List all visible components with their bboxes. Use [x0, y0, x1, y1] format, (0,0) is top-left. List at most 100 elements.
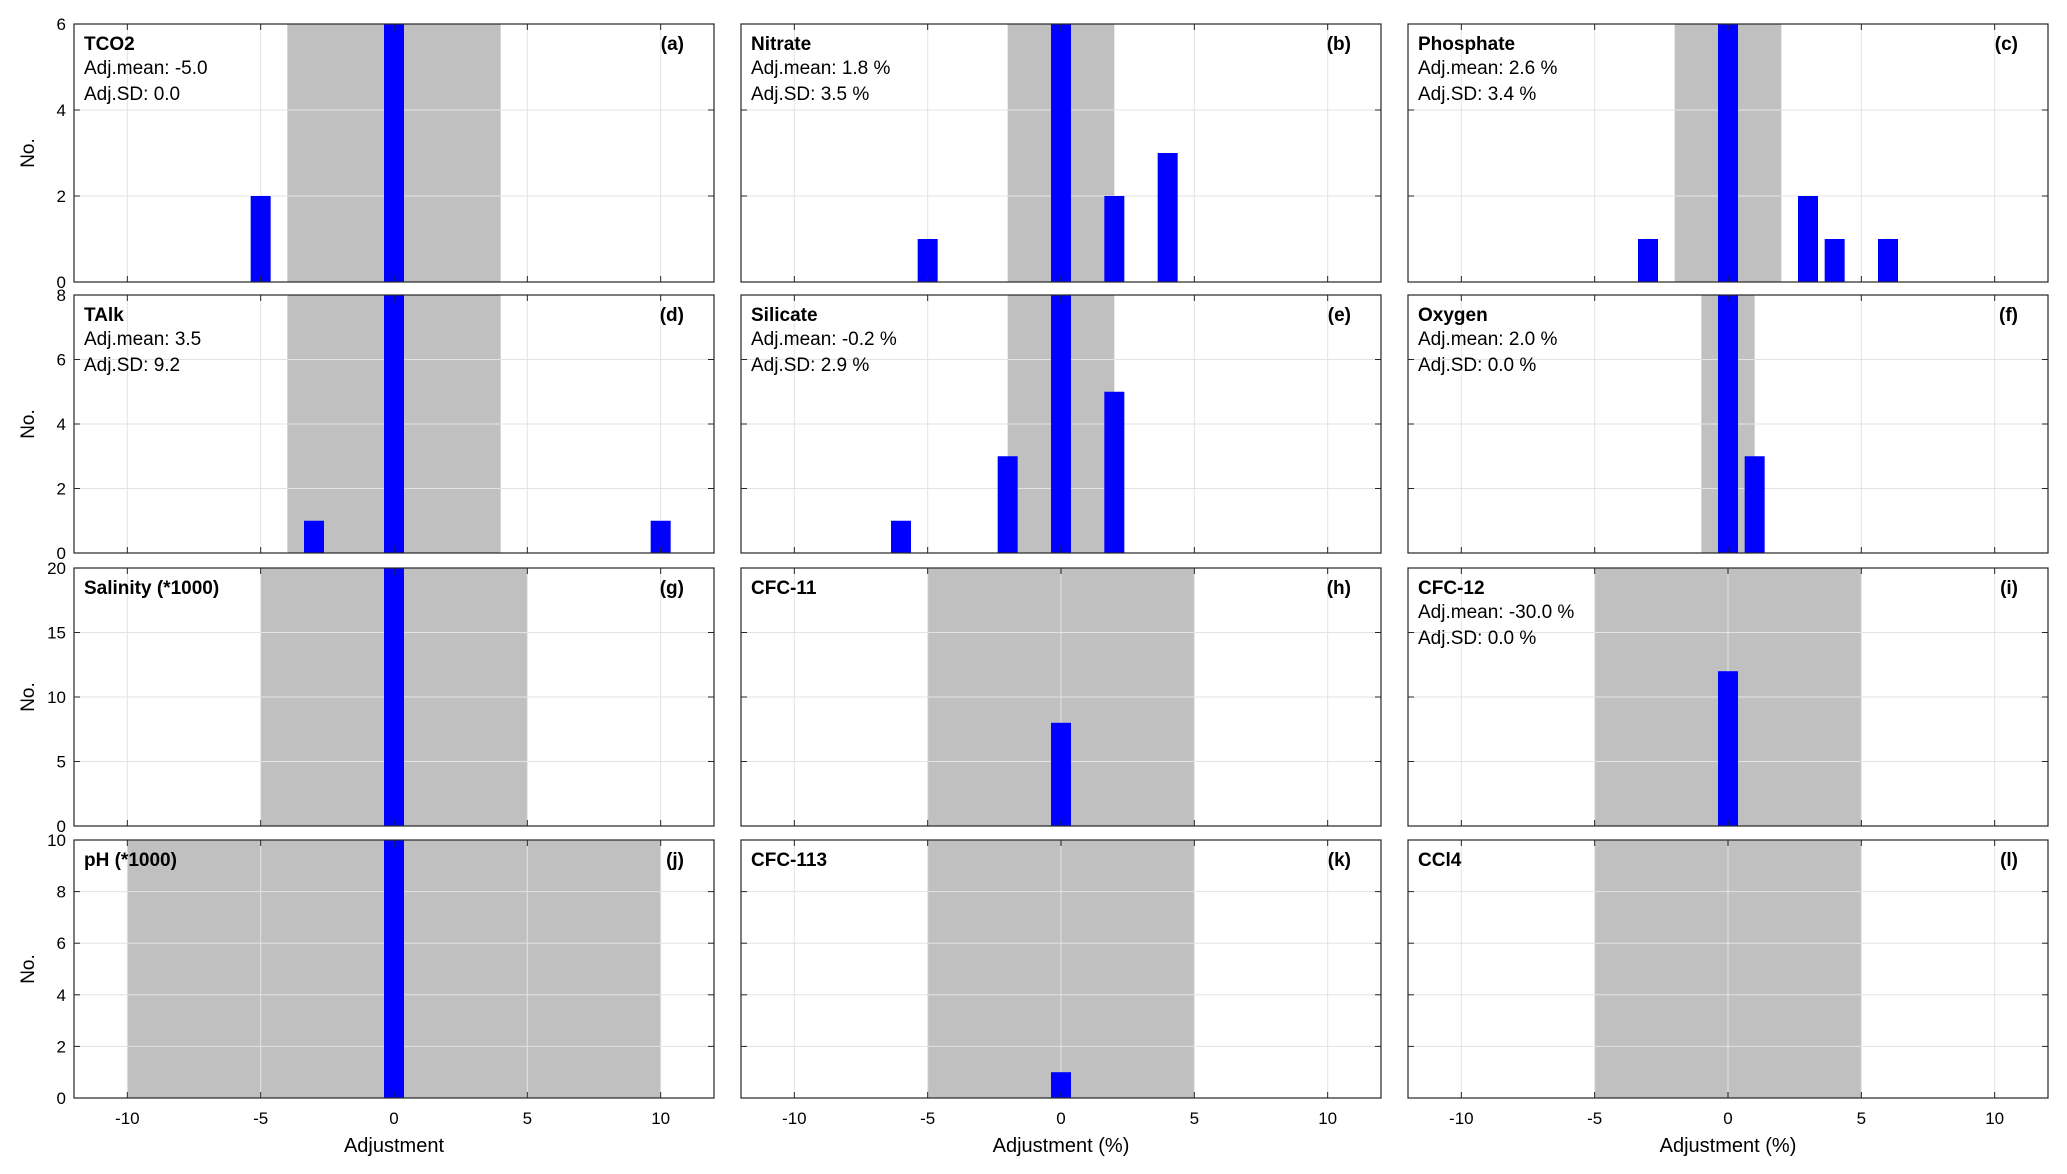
panel-stat: Adj.SD: 0.0 [84, 84, 180, 105]
y-tick-label: 2 [57, 187, 66, 206]
y-tick-label: 2 [57, 1037, 66, 1056]
histogram-bar [1051, 1072, 1071, 1098]
x-axis-label: Adjustment (%) [993, 1135, 1130, 1157]
y-tick-label: 8 [57, 883, 66, 902]
y-tick-label: 10 [47, 831, 66, 850]
panel-letter: (d) [660, 305, 684, 326]
y-tick-label: 6 [57, 351, 66, 370]
histogram-bar [1798, 196, 1818, 282]
histogram-bar [384, 24, 404, 282]
histogram-bar [1744, 456, 1765, 553]
histogram-bar [1104, 196, 1125, 282]
y-tick-label: 0 [57, 817, 66, 836]
panel-title: CFC-12 [1418, 578, 1485, 599]
histogram-bar [1718, 24, 1738, 282]
panel-letter: (k) [1328, 850, 1351, 871]
x-tick-label: 5 [523, 1109, 532, 1128]
x-tick-label: 0 [1056, 1109, 1065, 1128]
panel-letter: (l) [2000, 850, 2018, 871]
panel-letter: (c) [1995, 34, 2018, 55]
y-tick-label: 4 [57, 101, 66, 120]
y-tick-label: 5 [57, 753, 66, 772]
panel-title: Silicate [751, 305, 818, 326]
x-tick-label: 0 [1723, 1109, 1732, 1128]
y-tick-label: 0 [57, 1089, 66, 1108]
x-axis-label: Adjustment (%) [1660, 1135, 1797, 1157]
histogram-bar [1718, 295, 1738, 553]
panel-letter: (j) [666, 850, 684, 871]
panel-stat: Adj.SD: 0.0 % [1418, 628, 1536, 649]
panel-stat: Adj.SD: 3.5 % [751, 84, 869, 105]
histogram-bar [250, 196, 271, 282]
panel-stat: Adj.mean: -30.0 % [1418, 602, 1574, 623]
panel-letter: (b) [1327, 34, 1351, 55]
x-tick-label: 10 [1985, 1109, 2004, 1128]
y-tick-label: 0 [57, 544, 66, 563]
y-tick-label: 4 [57, 986, 66, 1005]
histogram-bar [1878, 239, 1898, 282]
panel-letter: (h) [1327, 578, 1351, 599]
histogram-bar [1718, 671, 1738, 826]
panel-letter: (g) [660, 578, 684, 599]
panel-title: CFC-113 [751, 850, 827, 871]
y-axis-label: No. [18, 138, 39, 168]
panel-stat: Adj.SD: 2.9 % [751, 355, 869, 376]
x-tick-label: -10 [115, 1109, 140, 1128]
panel-title: Oxygen [1418, 305, 1488, 326]
histogram-bar [891, 520, 911, 553]
y-tick-label: 15 [47, 624, 66, 643]
x-tick-label: 0 [389, 1109, 398, 1128]
panel-stat: Adj.mean: 2.6 % [1418, 58, 1558, 79]
histogram-bar [1051, 24, 1071, 282]
x-tick-label: -10 [782, 1109, 807, 1128]
panel-title: TCO2 [84, 34, 135, 55]
x-tick-label: -5 [1587, 1109, 1602, 1128]
y-tick-label: 0 [57, 273, 66, 292]
panel-stat: Adj.mean: 1.8 % [751, 58, 891, 79]
y-tick-label: 20 [47, 559, 66, 578]
histogram-bar [384, 840, 404, 1098]
panel-stat: Adj.SD: 3.4 % [1418, 84, 1536, 105]
y-tick-label: 2 [57, 480, 66, 499]
histogram-bar [997, 456, 1018, 553]
panel-title: CFC-11 [751, 578, 817, 599]
y-axis-label: No. [18, 954, 39, 984]
histogram-bar [1638, 239, 1658, 282]
x-tick-label: 5 [1857, 1109, 1866, 1128]
panel-stat: Adj.mean: 2.0 % [1418, 329, 1558, 350]
panel-letter: (i) [2000, 578, 2018, 599]
panel-title: Nitrate [751, 34, 811, 55]
panel-letter: (e) [1328, 305, 1351, 326]
x-tick-label: 10 [651, 1109, 670, 1128]
y-tick-label: 6 [57, 934, 66, 953]
panel-title: Phosphate [1418, 34, 1515, 55]
panel-letter: (f) [1999, 305, 2018, 326]
x-tick-label: -5 [920, 1109, 935, 1128]
panel-stat: Adj.mean: 3.5 [84, 329, 201, 350]
y-axis-label: No. [18, 409, 39, 439]
histogram-bar [1104, 391, 1125, 553]
x-tick-label: 10 [1318, 1109, 1337, 1128]
x-axis-label: Adjustment [344, 1135, 444, 1157]
histogram-bar [384, 568, 404, 826]
y-tick-label: 6 [57, 15, 66, 34]
panel-title: Salinity (*1000) [84, 578, 219, 599]
y-axis-label: No. [18, 682, 39, 712]
panel-stat: Adj.mean: -0.2 % [751, 329, 897, 350]
histogram-bar [384, 295, 404, 553]
histogram-bar [650, 520, 671, 553]
panel-stat: Adj.SD: 9.2 [84, 355, 180, 376]
x-tick-label: -10 [1449, 1109, 1474, 1128]
x-tick-label: 5 [1190, 1109, 1199, 1128]
panel-title: pH (*1000) [84, 850, 177, 871]
y-tick-label: 8 [57, 286, 66, 305]
panel-letter: (a) [661, 34, 684, 55]
histogram-bar [1051, 722, 1071, 826]
panel-title: CCl4 [1418, 850, 1462, 871]
histogram-bar [304, 520, 324, 553]
panel-title: TAlk [84, 305, 124, 326]
histogram-bar [917, 239, 938, 282]
panel-stat: Adj.SD: 0.0 % [1418, 355, 1536, 376]
histogram-bar [1051, 295, 1071, 553]
